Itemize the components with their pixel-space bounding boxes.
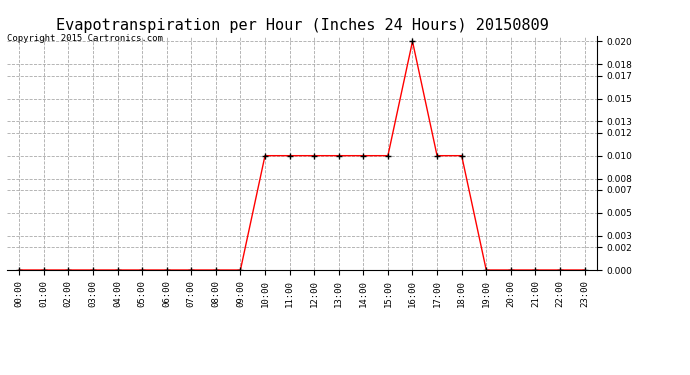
Title: Evapotranspiration per Hour (Inches 24 Hours) 20150809: Evapotranspiration per Hour (Inches 24 H…	[55, 18, 549, 33]
Text: Copyright 2015 Cartronics.com: Copyright 2015 Cartronics.com	[7, 34, 163, 43]
Text: ET  (Inches): ET (Inches)	[607, 24, 678, 34]
